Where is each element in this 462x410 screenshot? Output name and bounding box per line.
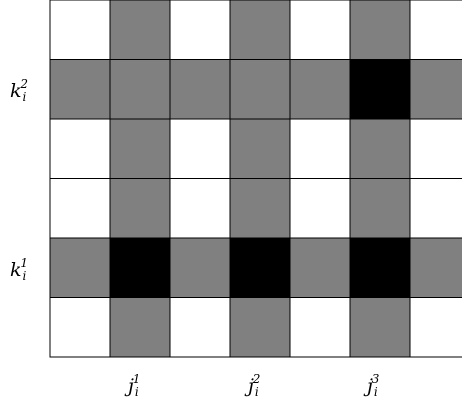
grid-cell-black-r4-c3 [229,237,291,298]
col-label-j2-sup: 2 [252,372,261,386]
col-label-j1-sup: 1 [132,372,141,386]
col-label-j2: ji2 [248,373,260,398]
col-label-j1-var: j [128,375,134,397]
grid-cell-black-r1-c5 [349,59,411,120]
row-label-k1-sup: 1 [20,256,28,270]
grid-cell-gray-r2-c3 [229,118,291,179]
grid-cell-black-r4-c1 [109,237,171,298]
grid-cell-empty-r2-c6 [409,118,462,179]
row-label-k2: ki2 [10,78,28,103]
grid-cell-empty-r3-c6 [409,178,462,239]
grid-cell-gray-r3-c3 [229,178,291,239]
grid-cell-gray-r5-c3 [229,297,291,358]
grid-cell-black-r4-c5 [349,237,411,298]
grid-cell-gray-r0-c3 [229,0,291,60]
grid-cell-gray-r0-c5 [349,0,411,60]
grid-cell-gray-r0-c1 [109,0,171,60]
grid-cell-empty-r5-c6 [409,297,462,358]
grid-cell-gray-r1-c0 [49,59,111,120]
grid-cell-gray-r1-c2 [169,59,231,120]
col-label-j3-var: j [367,375,373,397]
grid-cell-gray-r4-c2 [169,237,231,298]
grid-cell-gray-r4-c0 [49,237,111,298]
grid-cell-gray-r1-c3 [229,59,291,120]
grid-cell-empty-r0-c0 [49,0,111,60]
grid-cell-empty-r5-c4 [289,297,351,358]
col-label-j3-sup: 3 [371,372,380,386]
grid-cell-gray-r1-c4 [289,59,351,120]
grid-cell-gray-r4-c6 [409,237,462,298]
col-label-j3: ji3 [367,373,379,398]
grid-cell-gray-r1-c1 [109,59,171,120]
grid-cell-empty-r2-c4 [289,118,351,179]
grid-cell-gray-r3-c1 [109,178,171,239]
row-label-k2-var: k [10,80,22,102]
col-label-j1-sub: i [134,385,139,399]
grid-cell-empty-r2-c0 [49,118,111,179]
grid-cell-empty-r3-c0 [49,178,111,239]
grid-cell-gray-r2-c1 [109,118,171,179]
col-label-j2-var: j [248,375,254,397]
grid-cell-empty-r0-c2 [169,0,231,60]
row-label-k1-var: k [10,259,22,281]
grid-cell-gray-r5-c5 [349,297,411,358]
grid-cell-gray-r1-c6 [409,59,462,120]
grid-cell-empty-r3-c4 [289,178,351,239]
col-label-j3-sub: i [373,385,378,399]
grid-cell-gray-r2-c5 [349,118,411,179]
grid-cell-gray-r5-c1 [109,297,171,358]
grid-cell-empty-r0-c4 [289,0,351,60]
grid-cell-empty-r5-c0 [49,297,111,358]
grid-cell-empty-r5-c2 [169,297,231,358]
row-label-k2-sub: i [22,90,27,104]
col-label-j2-sub: i [254,385,259,399]
grid-cell-empty-r2-c2 [169,118,231,179]
row-label-k1-sub: i [22,269,27,283]
grid-cell-empty-r0-c6 [409,0,462,60]
row-label-k1: ki1 [10,257,28,282]
row-label-k2-sup: 2 [20,77,28,91]
grid-cell-empty-r3-c2 [169,178,231,239]
grid-cell-gray-r4-c4 [289,237,351,298]
col-label-j1: ji1 [128,373,140,398]
grid-cell-gray-r3-c5 [349,178,411,239]
